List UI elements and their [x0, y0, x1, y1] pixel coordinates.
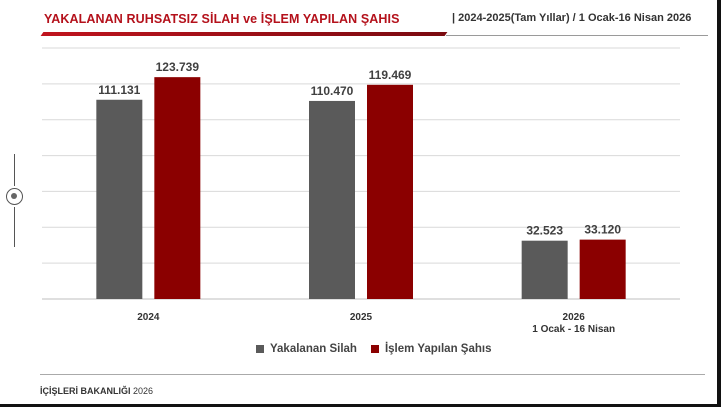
- data-label: 119.469: [369, 68, 412, 82]
- legend-item-sahis: İşlem Yapılan Şahıs: [370, 343, 492, 355]
- legend-label-silah: Yakalanan Silah: [270, 343, 357, 355]
- data-label: 32.523: [526, 224, 563, 238]
- bar: [96, 99, 143, 299]
- chart-legend: Yakalanan Silah İşlem Yapılan Şahıs: [256, 343, 491, 355]
- x-tick-label: 2026: [563, 312, 586, 323]
- footer-divider: [40, 374, 705, 375]
- legend-label-sahis: İşlem Yapılan Şahıs: [384, 343, 492, 355]
- bar: [579, 239, 626, 299]
- page-subtitle: | 2024-2025(Tam Yıllar) / 1 Ocak-16 Nisa…: [452, 12, 692, 24]
- emblem-line-top: [14, 154, 15, 186]
- data-label: 123.739: [156, 60, 200, 74]
- footer-year: 2026: [133, 386, 154, 396]
- bar: [154, 77, 201, 299]
- x-tick-sublabel: 1 Ocak - 16 Nisan: [532, 324, 615, 335]
- header-divider: [446, 35, 708, 36]
- data-label: 33.120: [584, 223, 621, 237]
- legend-swatch-silah: [256, 345, 264, 353]
- emblem-line-bottom: [14, 207, 15, 247]
- data-label: 111.131: [98, 83, 140, 97]
- legend-item-silah: Yakalanan Silah: [256, 343, 357, 355]
- ministry-emblem-icon: [6, 188, 23, 205]
- x-tick-label: 2025: [350, 312, 373, 323]
- footer: İÇİŞLERİ BAKANLIĞI 2026: [40, 386, 153, 396]
- bar: [367, 84, 413, 300]
- data-label: 110.470: [311, 84, 354, 98]
- bar: [521, 240, 568, 299]
- x-tick-label: 2024: [137, 312, 160, 323]
- bar: [309, 100, 355, 299]
- footer-org: İÇİŞLERİ BAKANLIĞI: [40, 386, 131, 396]
- page-title: YAKALANAN RUHSATSIZ SİLAH ve İŞLEM YAPIL…: [44, 12, 400, 26]
- legend-swatch-sahis: [370, 345, 379, 353]
